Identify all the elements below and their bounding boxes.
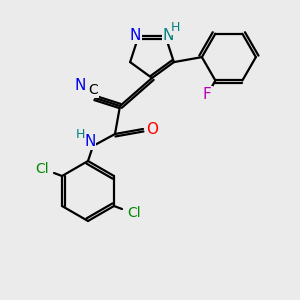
Text: H: H xyxy=(75,128,85,140)
Text: O: O xyxy=(146,122,158,136)
Text: N: N xyxy=(130,28,141,43)
Text: N: N xyxy=(84,134,96,149)
Text: Cl: Cl xyxy=(35,162,49,176)
Text: H: H xyxy=(171,21,180,34)
Text: F: F xyxy=(203,87,212,102)
Text: N: N xyxy=(74,77,86,92)
Text: N: N xyxy=(163,28,174,43)
Text: C: C xyxy=(88,83,98,97)
Text: Cl: Cl xyxy=(127,206,141,220)
